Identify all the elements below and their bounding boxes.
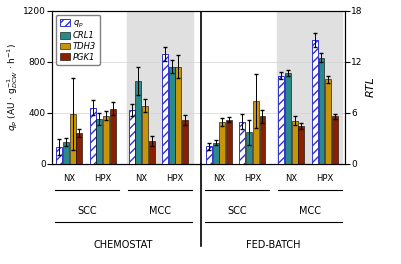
Bar <box>90 107 95 164</box>
Text: HPX: HPX <box>166 174 184 183</box>
Bar <box>246 133 252 164</box>
Bar <box>312 40 318 164</box>
Bar <box>56 147 62 164</box>
Text: SCC: SCC <box>227 206 247 216</box>
Bar <box>129 110 134 164</box>
Text: NX: NX <box>136 174 148 183</box>
Bar <box>110 109 116 164</box>
Bar <box>162 54 168 164</box>
Y-axis label: RTL: RTL <box>365 77 375 97</box>
Bar <box>97 119 102 164</box>
Text: MCC: MCC <box>149 206 171 216</box>
Bar <box>226 120 232 164</box>
Bar <box>182 120 188 164</box>
Bar <box>219 122 225 164</box>
Bar <box>149 141 154 164</box>
Bar <box>169 67 175 164</box>
Text: NX: NX <box>285 174 298 183</box>
Bar <box>176 67 181 164</box>
Text: CHEMOSTAT: CHEMOSTAT <box>94 240 153 250</box>
Bar <box>318 58 324 164</box>
Bar <box>285 73 291 164</box>
Text: NX: NX <box>63 174 75 183</box>
Bar <box>213 143 219 164</box>
Text: HPX: HPX <box>316 174 333 183</box>
Bar <box>136 81 141 164</box>
Bar <box>253 101 259 164</box>
Bar <box>103 116 109 164</box>
Bar <box>127 11 192 164</box>
Bar <box>259 116 265 164</box>
Bar <box>76 133 82 164</box>
Bar <box>278 76 284 164</box>
Text: FED-BATCH: FED-BATCH <box>246 240 301 250</box>
Legend: $q_p$, CRL1, TDH3, PGK1: $q_p$, CRL1, TDH3, PGK1 <box>56 15 99 65</box>
Bar <box>292 121 298 164</box>
Bar <box>142 106 148 164</box>
Bar <box>332 116 338 164</box>
Y-axis label: $q_p$ (AU · g$_{DCW}^{-1}$ · h$^{-1}$): $q_p$ (AU · g$_{DCW}^{-1}$ · h$^{-1}$) <box>6 43 20 131</box>
Bar <box>298 126 304 164</box>
Bar <box>239 121 245 164</box>
Bar <box>277 11 342 164</box>
Text: NX: NX <box>213 174 225 183</box>
Bar <box>70 114 75 164</box>
Bar <box>325 79 331 164</box>
Text: HPX: HPX <box>244 174 261 183</box>
Bar <box>206 147 212 164</box>
Text: HPX: HPX <box>94 174 111 183</box>
Bar <box>63 142 69 164</box>
Text: SCC: SCC <box>78 206 97 216</box>
Text: MCC: MCC <box>298 206 320 216</box>
